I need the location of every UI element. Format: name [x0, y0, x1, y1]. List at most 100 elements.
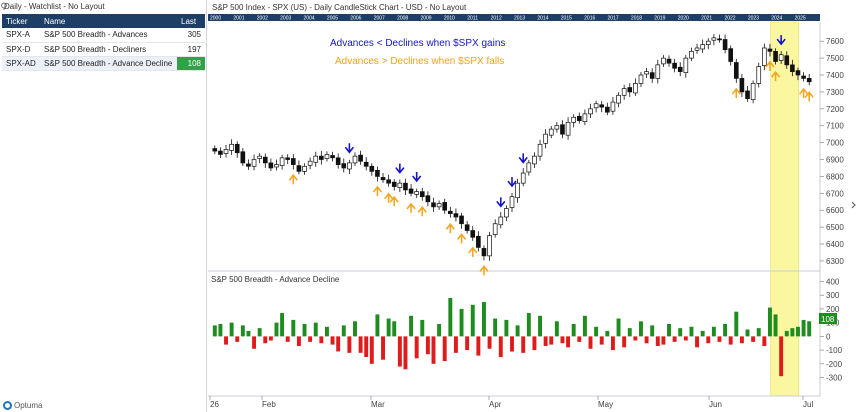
candle-up: [509, 196, 515, 208]
candle-down: [790, 64, 795, 72]
candle-up: [582, 113, 588, 123]
candle-down: [605, 106, 610, 113]
ad-bar-negative: [683, 336, 688, 341]
watchlist-row-selected[interactable]: SPX-AD S&P 500 Breadth - Advance Decline…: [2, 56, 205, 71]
orange-up-arrow-icon: [372, 185, 383, 197]
candle-up: [638, 74, 644, 84]
orange-up-arrow-icon: [798, 87, 809, 98]
candle-up: [324, 154, 330, 159]
ad-bar-positive: [459, 308, 464, 337]
candle-down: [795, 70, 801, 76]
time-tick-label: Jul: [803, 400, 813, 409]
ad-bar-negative: [358, 336, 363, 353]
ad-bar-positive: [711, 326, 716, 337]
year-label: 2014: [537, 16, 548, 22]
ad-bar-negative: [308, 336, 313, 342]
ad-axis[interactable]: -300-200-1000100200300400: [820, 277, 843, 383]
ad-bar-negative: [610, 336, 615, 351]
candle-down: [745, 90, 750, 100]
year-label: 2004: [304, 16, 315, 22]
ad-bar-positive: [745, 329, 750, 337]
last-cell: 305: [177, 28, 205, 43]
ad-bar-negative: [695, 336, 700, 348]
candle-down: [448, 210, 453, 214]
ad-bar-negative: [285, 336, 290, 342]
time-tick-label: Feb: [262, 400, 276, 409]
year-label: 2019: [654, 16, 665, 22]
ad-bar-positive: [756, 328, 761, 337]
blue-down-arrow-icon: [518, 153, 528, 164]
price-tick-label: 7100: [826, 122, 844, 131]
watchlist-row[interactable]: SPX-A S&P 500 Breadth - Advances 305: [2, 28, 205, 43]
column-header-ticker[interactable]: Ticker: [2, 14, 40, 28]
watchlist-row[interactable]: SPX-D S&P 500 Breadth - Decliners 197: [2, 42, 205, 57]
annotation-gains: Advances < Declines when $SPX gains: [330, 38, 505, 49]
ad-bar-negative: [549, 336, 554, 345]
ticker-cell: SPX-D: [2, 42, 40, 57]
ad-bar-negative: [543, 336, 548, 346]
ad-bar-positive: [538, 315, 542, 337]
year-label: 2011: [467, 16, 478, 22]
ad-bar-negative: [414, 336, 419, 359]
candle-up: [750, 83, 756, 101]
price-tick-label: 7500: [826, 54, 844, 63]
ad-bar-negative: [442, 336, 447, 362]
ad-bar-negative: [364, 336, 369, 357]
candle-down: [319, 155, 324, 160]
candle-up: [655, 64, 661, 79]
year-label: 2003: [280, 16, 291, 22]
ad-bar-negative: [224, 336, 228, 345]
column-header-name[interactable]: Name: [40, 14, 177, 28]
pin-icon[interactable]: [0, 2, 8, 10]
year-label: 2008: [397, 16, 408, 22]
ad-bar-negative: [498, 336, 503, 357]
candle-down: [369, 165, 375, 172]
ticker-cell: SPX-A: [2, 28, 40, 43]
candle-up: [504, 208, 509, 218]
ad-bar-negative: [431, 336, 436, 364]
name-cell: S&P 500 Breadth - Advances: [40, 28, 177, 43]
ad-bar-negative: [369, 336, 374, 364]
candle-down: [234, 143, 240, 154]
candle-down: [627, 87, 633, 93]
price-tick-label: 6300: [826, 257, 844, 266]
ad-bar-positive: [667, 324, 671, 337]
year-label: 2023: [748, 16, 759, 22]
scroll-right-arrow-icon[interactable]: [851, 201, 856, 209]
ad-bar-negative: [263, 336, 268, 344]
ad-bar-negative: [235, 336, 240, 342]
ad-bar-positive: [627, 328, 632, 337]
price-tick-label: 6600: [826, 206, 844, 215]
watchlist-header-row: Ticker Name Last: [2, 14, 205, 28]
year-label: 2016: [584, 16, 595, 22]
blue-down-arrow-icon: [507, 177, 517, 188]
price-tick-label: 7400: [826, 71, 844, 80]
year-label: 2001: [233, 16, 244, 22]
time-axis[interactable]: 26 Feb Mar Apr May Jun Jul: [209, 396, 813, 409]
price-axis[interactable]: 6300 6400 6500 6600 6700 6800 6900 7000 7100 7200…: [820, 37, 844, 266]
watchlist-title: Daily - Watchlist - No Layout: [0, 0, 206, 14]
ad-bar-positive: [678, 328, 683, 337]
ad-tick-label: 300: [826, 291, 840, 300]
ad-bar-positive: [313, 322, 318, 337]
orange-up-arrow-icon: [765, 60, 775, 71]
candle-up: [347, 162, 352, 170]
candle-up: [689, 51, 694, 59]
ad-bar-positive: [324, 326, 329, 337]
candle-up: [532, 155, 537, 165]
candle-down: [464, 224, 470, 231]
ad-bar-negative: [319, 336, 324, 344]
orange-up-arrow-icon: [731, 87, 741, 98]
orange-up-arrow-icon: [456, 233, 467, 244]
candle-down: [733, 62, 739, 79]
ad-bar-positive: [246, 330, 251, 337]
ad-tick-label: -300: [826, 374, 843, 383]
candle-down: [481, 248, 487, 257]
column-header-last[interactable]: Last: [177, 14, 205, 28]
candle-down: [773, 51, 778, 62]
ad-bar-negative: [476, 336, 481, 356]
advance-decline-bars: [212, 297, 812, 377]
ad-tick-label: 0: [826, 332, 831, 341]
year-strip[interactable]: 2000 2001 2002 2003 2004 2005 2006 2007 2008 2009…: [208, 14, 820, 22]
